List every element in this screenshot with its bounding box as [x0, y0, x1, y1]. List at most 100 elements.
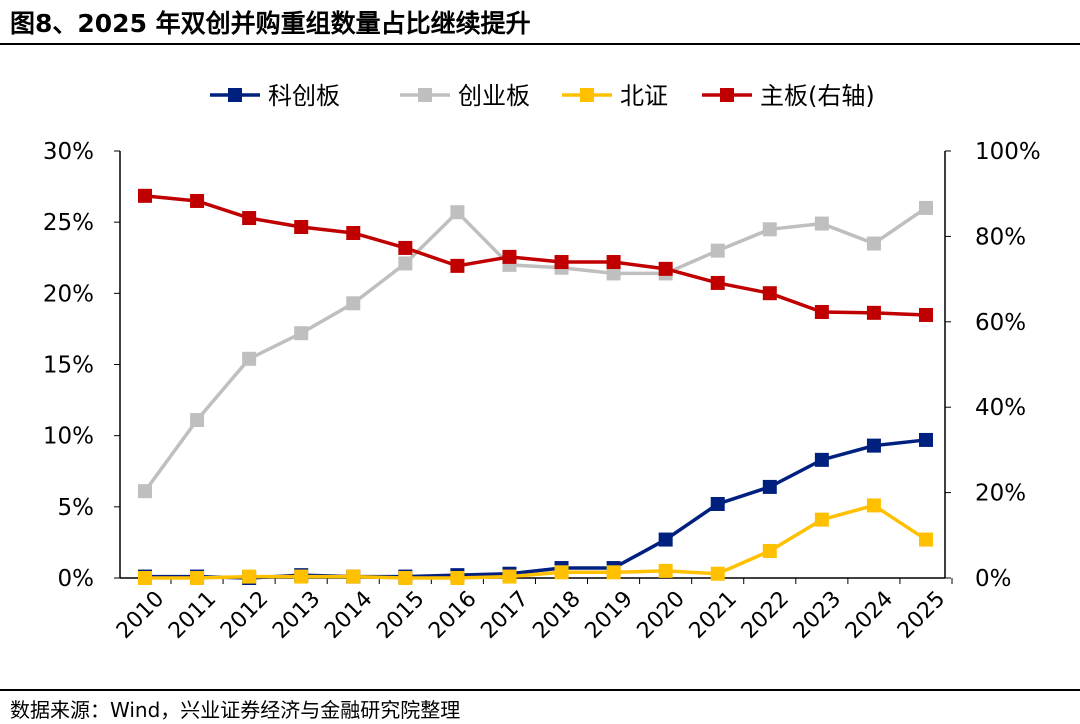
x-tick-label: 2023 — [789, 587, 846, 644]
right-tick-label: 60% — [975, 310, 1026, 336]
x-tick-label: 2019 — [581, 587, 638, 644]
legend-marker — [720, 88, 734, 102]
legend-marker — [228, 88, 242, 102]
data-point — [606, 255, 621, 270]
series-line — [145, 503, 927, 580]
data-point — [762, 222, 777, 237]
left-tick-label: 10% — [43, 424, 94, 450]
x-tick-label: 2020 — [633, 587, 690, 644]
data-point — [710, 243, 725, 258]
series-line — [143, 206, 927, 493]
data-point — [866, 305, 881, 320]
data-point — [814, 452, 829, 467]
data-point — [919, 532, 933, 547]
series-line — [144, 194, 927, 317]
series-3 — [138, 188, 933, 322]
data-point — [450, 571, 465, 585]
data-point — [710, 496, 725, 511]
x-tick-label: 2024 — [841, 587, 898, 644]
chart-title: 图8、2025 年双创并购重组数量占比继续提升 — [10, 9, 531, 38]
right-tick-label: 0% — [975, 566, 1012, 592]
data-point — [138, 571, 152, 585]
data-point — [762, 479, 777, 494]
data-point — [138, 188, 152, 203]
data-point — [398, 240, 413, 255]
legend-label: 北证 — [620, 82, 668, 110]
data-point — [554, 565, 569, 580]
x-tick-label: 2015 — [372, 587, 429, 644]
data-point — [190, 571, 205, 585]
data-point — [866, 438, 881, 453]
x-tick-label: 2010 — [112, 587, 169, 644]
data-point — [658, 261, 673, 276]
data-point — [502, 249, 517, 264]
legend-label: 创业板 — [458, 82, 530, 110]
data-point — [866, 498, 881, 513]
x-tick-label: 2013 — [268, 587, 325, 644]
x-tick-label: 2016 — [424, 587, 481, 644]
data-point — [346, 225, 361, 240]
data-point — [346, 569, 361, 584]
data-point — [710, 566, 725, 581]
data-point — [554, 255, 569, 270]
data-point — [398, 571, 413, 585]
data-point — [346, 296, 361, 311]
data-point — [606, 565, 621, 580]
data-point — [710, 275, 725, 290]
data-point — [919, 432, 933, 447]
data-point — [190, 413, 205, 428]
series-1 — [138, 200, 933, 499]
data-point — [450, 205, 465, 220]
data-point — [294, 569, 309, 584]
data-point — [294, 220, 309, 235]
legend-marker — [418, 88, 432, 102]
data-point — [398, 256, 413, 271]
source-note: 数据来源：Wind，兴业证券经济与金融研究院整理 — [10, 698, 461, 722]
data-point — [814, 216, 829, 231]
data-point — [138, 484, 152, 499]
data-point — [190, 193, 205, 208]
data-point — [919, 200, 933, 215]
left-tick-label: 0% — [58, 566, 95, 592]
legend-label: 科创板 — [268, 82, 340, 110]
x-tick-label: 2025 — [893, 587, 950, 644]
left-tick-label: 5% — [58, 495, 95, 521]
right-tick-label: 100% — [975, 139, 1041, 165]
left-tick-label: 20% — [43, 281, 94, 307]
data-point — [762, 286, 777, 301]
x-tick-label: 2017 — [476, 587, 533, 644]
legend-label: 主板(右轴) — [760, 82, 875, 110]
data-point — [814, 512, 829, 527]
legend-marker — [580, 88, 594, 102]
series-0 — [138, 432, 933, 585]
data-point — [242, 351, 257, 366]
footer-divider — [0, 689, 1080, 691]
data-point — [294, 326, 309, 341]
right-tick-label: 80% — [975, 224, 1026, 250]
data-point — [814, 304, 829, 319]
data-point — [919, 307, 933, 322]
left-tick-label: 25% — [43, 210, 94, 236]
data-point — [658, 532, 673, 547]
data-point — [762, 543, 777, 558]
data-point — [242, 569, 257, 584]
data-point — [242, 211, 257, 226]
data-point — [658, 563, 673, 578]
x-tick-label: 2014 — [320, 587, 377, 644]
left-tick-label: 15% — [43, 353, 94, 379]
series-line — [145, 438, 927, 580]
data-point — [606, 266, 621, 281]
x-tick-label: 2022 — [737, 587, 794, 644]
data-point — [502, 569, 517, 584]
series-2 — [138, 498, 933, 585]
x-tick-label: 2012 — [216, 587, 273, 644]
right-tick-label: 20% — [975, 481, 1026, 507]
data-point — [866, 236, 881, 251]
x-tick-label: 2018 — [529, 587, 586, 644]
right-tick-label: 40% — [975, 395, 1026, 421]
data-point — [450, 258, 465, 273]
title-divider — [0, 43, 1080, 45]
x-tick-label: 2011 — [164, 587, 221, 644]
